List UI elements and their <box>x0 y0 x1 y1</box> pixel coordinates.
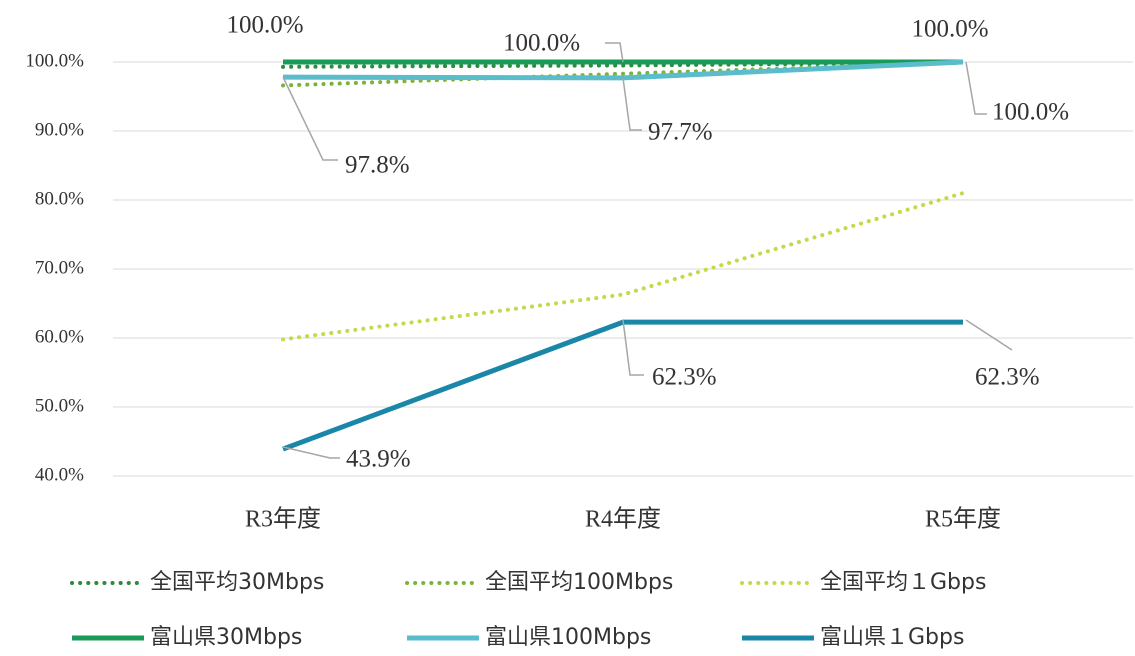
leader-line <box>622 319 644 376</box>
x-tick-label: R5年度 <box>925 506 1001 533</box>
y-tick-label: 90.0% <box>35 119 84 140</box>
data-label: 100.0% <box>992 99 1069 126</box>
series-line <box>281 191 965 342</box>
legend-label: 富山県100Mbps <box>485 625 651 650</box>
y-tick-label: 40.0% <box>35 464 84 485</box>
data-label: 97.8% <box>345 152 410 179</box>
series-line <box>282 319 963 452</box>
data-label: 97.7% <box>648 119 713 146</box>
leader-line <box>965 61 987 115</box>
leader-line <box>622 77 642 131</box>
data-label: 62.3% <box>975 364 1040 391</box>
data-label: 100.0% <box>503 30 580 57</box>
data-label: 43.9% <box>346 446 411 473</box>
leader-line <box>605 42 624 63</box>
leader-line <box>965 319 1013 351</box>
y-tick-label: 60.0% <box>35 326 84 347</box>
legend-label: 全国平均100Mbps <box>485 570 673 595</box>
legend-label: 全国平均１Gbps <box>820 570 986 595</box>
series-line <box>282 59 964 81</box>
data-label: 100.0% <box>226 12 303 39</box>
y-tick-label: 100.0% <box>25 50 84 71</box>
y-tick-label: 70.0% <box>35 257 84 278</box>
y-tick-label: 80.0% <box>35 188 84 209</box>
legend-label: 富山県１Gbps <box>820 625 964 650</box>
leader-line <box>282 76 338 161</box>
x-tick-label: R3年度 <box>245 506 321 533</box>
y-tick-label: 50.0% <box>35 395 84 416</box>
legend-label: 全国平均30Mbps <box>150 570 324 595</box>
leader-line <box>282 446 340 459</box>
x-tick-label: R4年度 <box>585 506 661 533</box>
data-label: 62.3% <box>652 364 717 391</box>
data-label: 100.0% <box>911 16 988 43</box>
legend-label: 富山県30Mbps <box>150 625 302 650</box>
